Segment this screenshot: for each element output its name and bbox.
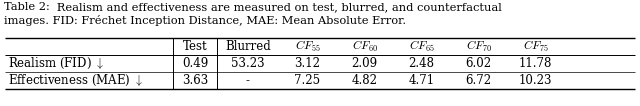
Text: 7.25: 7.25: [294, 74, 321, 87]
Text: $CF_{60}$: $CF_{60}$: [351, 39, 378, 54]
Text: 53.23: 53.23: [231, 57, 265, 70]
Text: 2.09: 2.09: [351, 57, 378, 70]
Text: $CF_{65}$: $CF_{65}$: [408, 39, 435, 54]
Text: $CF_{75}$: $CF_{75}$: [523, 39, 548, 54]
Text: 11.78: 11.78: [519, 57, 552, 70]
Text: Blurred: Blurred: [225, 40, 271, 53]
Text: 6.72: 6.72: [465, 74, 492, 87]
Text: 2.48: 2.48: [408, 57, 435, 70]
Text: 3.63: 3.63: [182, 74, 208, 87]
Text: 4.71: 4.71: [408, 74, 435, 87]
Text: 4.82: 4.82: [351, 74, 378, 87]
Text: Effectiveness (MAE) $\downarrow$: Effectiveness (MAE) $\downarrow$: [8, 73, 143, 88]
Text: images. FID: Fréchet Inception Distance, MAE: Mean Absolute Error.: images. FID: Fréchet Inception Distance,…: [4, 15, 406, 26]
Text: 6.02: 6.02: [465, 57, 492, 70]
Text: $CF_{70}$: $CF_{70}$: [465, 39, 492, 54]
Text: Realism (FID) $\downarrow$: Realism (FID) $\downarrow$: [8, 56, 104, 71]
Text: Realism and effectiveness are measured on test, blurred, and counterfactual: Realism and effectiveness are measured o…: [46, 2, 502, 12]
Text: Table 2:: Table 2:: [4, 2, 50, 12]
Text: Test: Test: [182, 40, 207, 53]
Text: -: -: [246, 74, 250, 87]
Text: 3.12: 3.12: [294, 57, 321, 70]
Text: $CF_{55}$: $CF_{55}$: [294, 39, 321, 54]
Text: 0.49: 0.49: [182, 57, 208, 70]
Text: 10.23: 10.23: [519, 74, 552, 87]
